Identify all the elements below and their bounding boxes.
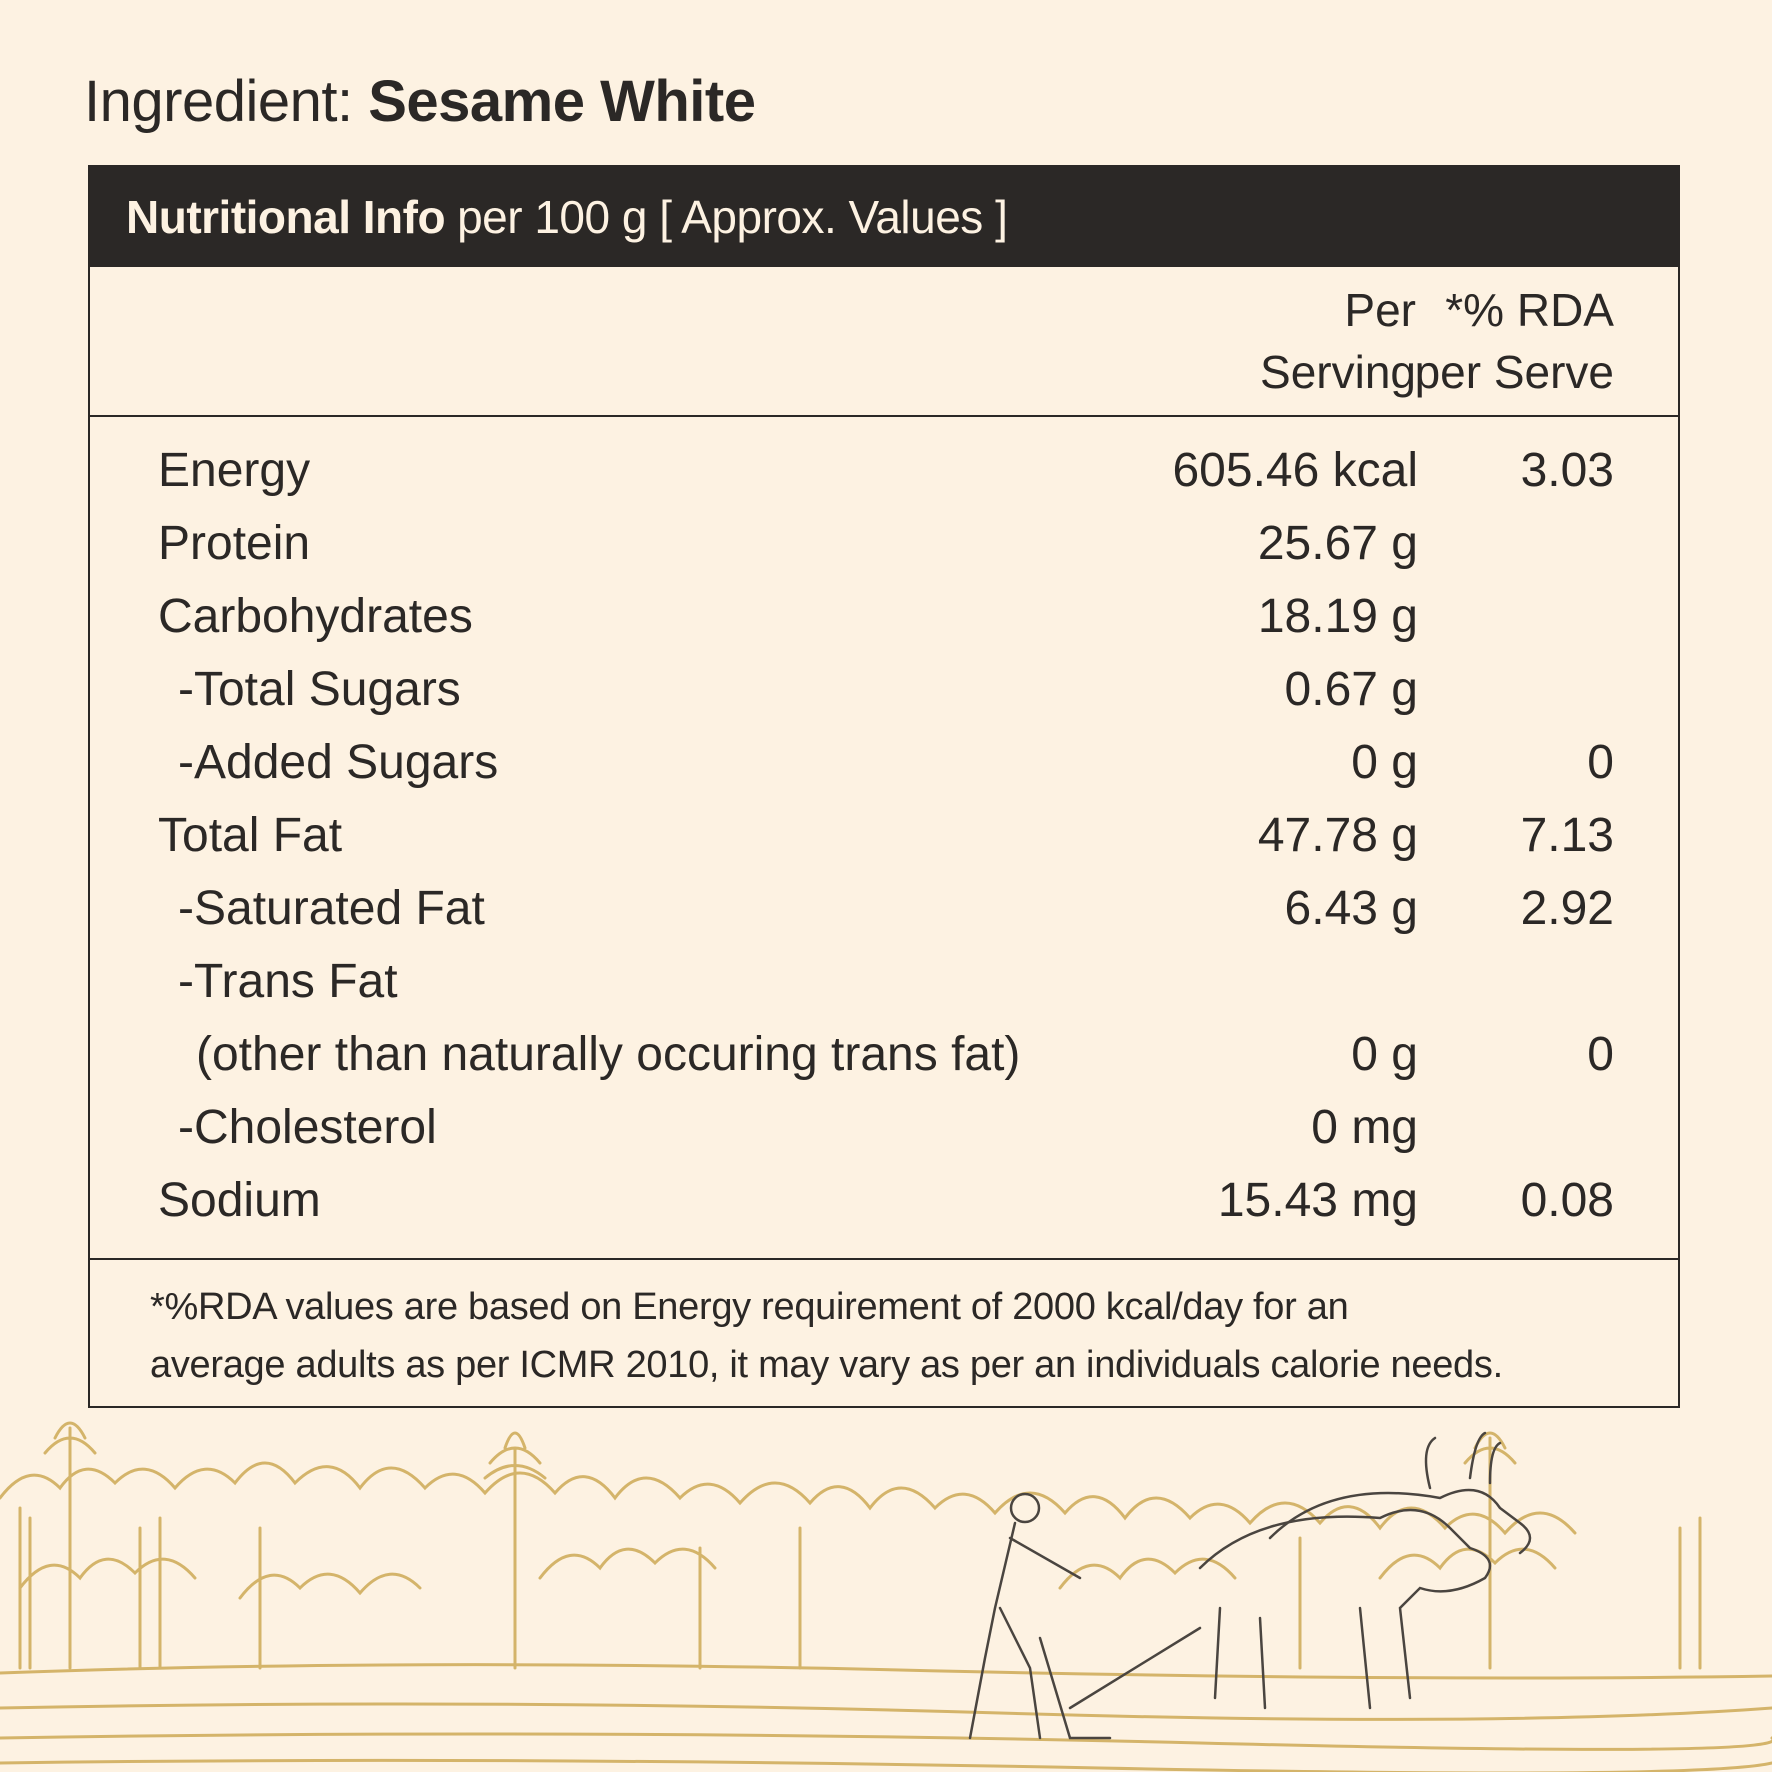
table-row: Carbohydrates 18.19 g	[90, 580, 1678, 653]
column-header-rda: *% RDA per Serve	[1415, 279, 1614, 403]
column-headers: Per Serving *% RDA per Serve	[90, 267, 1678, 417]
nutrient-name: -Added Sugars	[178, 736, 499, 789]
footnote-line-2: average adults as per ICMR 2010, it may …	[150, 1344, 1503, 1386]
nutrient-name: -Saturated Fat	[178, 882, 485, 935]
table-row: Protein 25.67 g	[90, 507, 1678, 580]
nutrition-header: Nutritional Info per 100 g [ Approx. Val…	[90, 167, 1678, 267]
column-header-per-serving-line2: Serving	[1260, 346, 1416, 398]
column-header-rda-line1: *% RDA	[1445, 284, 1614, 336]
nutrient-value: 0 g	[1351, 1028, 1418, 1081]
footnote-line-1: *%RDA values are based on Energy require…	[150, 1286, 1349, 1328]
nutrient-name: -Cholesterol	[178, 1101, 437, 1154]
table-row: Total Fat 47.78 g 7.13	[90, 799, 1678, 872]
nutrient-name: Protein	[158, 517, 311, 570]
ingredient-title: Ingredient: Sesame White	[84, 64, 756, 140]
nutrient-name: Energy	[158, 444, 311, 497]
nutrient-value: 0 mg	[1311, 1101, 1418, 1154]
nutrient-value: 25.67 g	[1257, 517, 1418, 570]
nutrient-name: -Total Sugars	[178, 663, 461, 716]
rda-footnote: *%RDA values are based on Energy require…	[90, 1260, 1678, 1394]
nutrient-rda: 7.13	[1520, 809, 1614, 862]
table-row: -Trans Fat	[90, 945, 1678, 1018]
table-row: -Added Sugars 0 g 0	[90, 726, 1678, 799]
nutrient-name: Total Fat	[158, 809, 343, 862]
column-header-rda-line2: per Serve	[1414, 346, 1614, 398]
nutrient-name: Carbohydrates	[158, 590, 473, 643]
ingredient-name: Sesame White	[368, 69, 756, 134]
nutrient-value: 0 g	[1351, 736, 1418, 789]
nutrient-name: (other than naturally occuring trans fat…	[196, 1028, 1021, 1081]
nutrient-value: 18.19 g	[1257, 590, 1418, 643]
nutrient-name: -Trans Fat	[178, 955, 398, 1008]
nutrient-rda: 3.03	[1520, 444, 1614, 497]
nutrition-table: Nutritional Info per 100 g [ Approx. Val…	[88, 165, 1680, 1408]
nutrient-rda: 0.08	[1520, 1174, 1614, 1227]
table-row: Sodium 15.43 mg 0.08	[90, 1164, 1678, 1237]
table-row: -Total Sugars 0.67 g	[90, 653, 1678, 726]
nutrient-rda: 0	[1587, 736, 1614, 789]
nutrition-rows: Energy 605.46 kcal 3.03 Protein 25.67 g …	[90, 417, 1678, 1260]
column-header-per-serving: Per Serving	[1260, 279, 1416, 403]
column-header-per-serving-line1: Per	[1344, 284, 1416, 336]
nutrient-rda: 2.92	[1520, 882, 1614, 935]
table-row: Energy 605.46 kcal 3.03	[90, 434, 1678, 507]
nutrient-value: 6.43 g	[1284, 882, 1418, 935]
ingredient-label: Ingredient:	[84, 69, 353, 134]
nutrient-value: 605.46 kcal	[1172, 444, 1418, 497]
farmer-oxen-icon	[968, 1431, 1532, 1740]
nutrient-value: 15.43 mg	[1217, 1174, 1418, 1227]
tree-line-icon	[0, 1421, 1772, 1772]
nutrient-name: Sodium	[158, 1174, 321, 1227]
nutrient-rda: 0	[1587, 1028, 1614, 1081]
nutrient-value: 47.78 g	[1257, 809, 1418, 862]
nutrient-value: 0.67 g	[1284, 663, 1418, 716]
table-row: (other than naturally occuring trans fat…	[90, 1018, 1678, 1091]
farmer-plowing-illustration	[0, 1421, 1772, 1772]
table-row: -Saturated Fat 6.43 g 2.92	[90, 872, 1678, 945]
nutrition-header-basis: per 100 g [ Approx. Values ]	[457, 191, 1008, 243]
table-row: -Cholesterol 0 mg	[90, 1091, 1678, 1164]
nutrition-header-title: Nutritional Info	[126, 191, 446, 243]
